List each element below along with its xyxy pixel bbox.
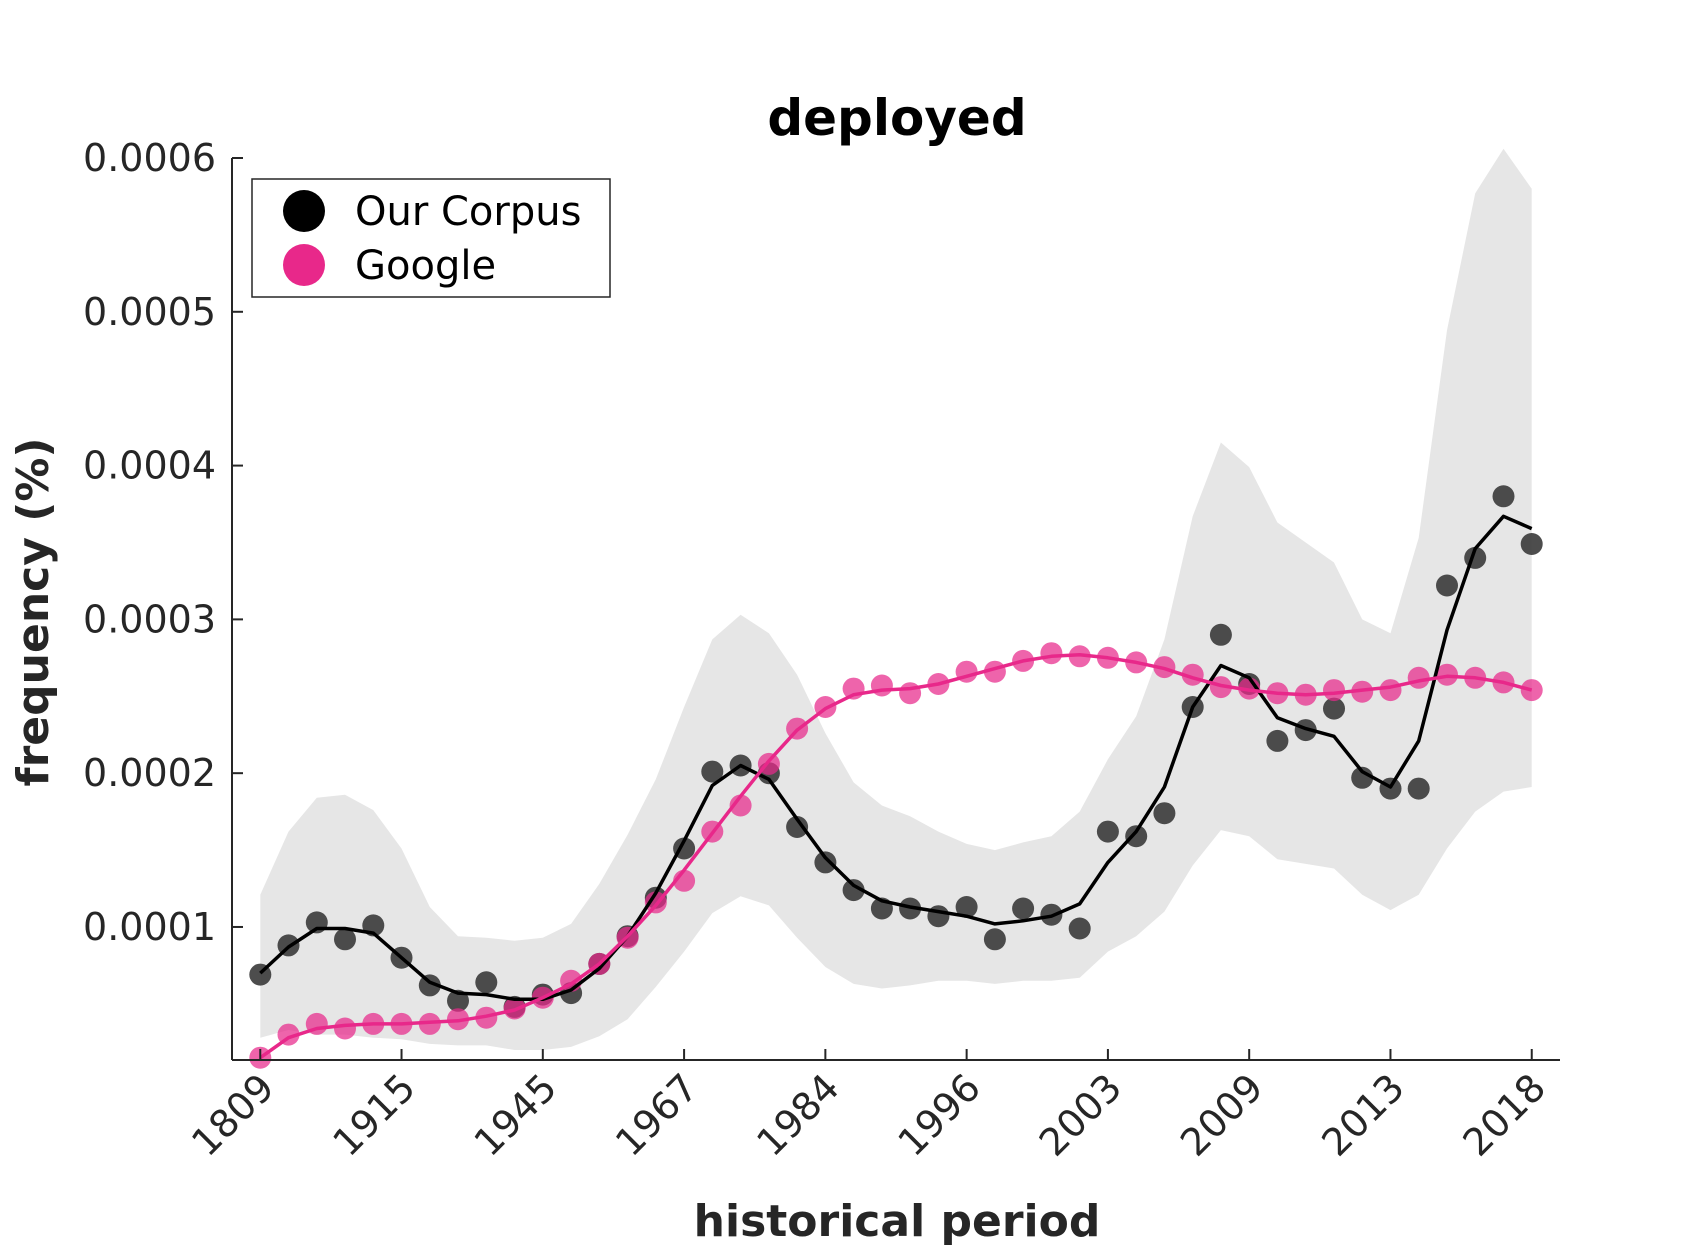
our-corpus-point bbox=[786, 816, 809, 838]
our-corpus-point bbox=[1323, 697, 1345, 720]
google-point bbox=[334, 1017, 356, 1040]
y-tick-label: 0.0004 bbox=[83, 444, 216, 488]
our-corpus-point bbox=[1209, 623, 1232, 646]
y-tick-label: 0.0001 bbox=[83, 905, 216, 949]
google-smooth-line bbox=[259, 653, 1533, 1060]
confidence-band-layer bbox=[260, 148, 1532, 1051]
y-axis-title: frequency (%) bbox=[8, 437, 59, 786]
our-corpus-point bbox=[1012, 897, 1035, 920]
y-tick-label: 0.0002 bbox=[83, 751, 216, 795]
our-corpus-point bbox=[955, 896, 978, 918]
google-point bbox=[899, 682, 922, 705]
our-corpus-point bbox=[334, 928, 356, 951]
our-corpus-point bbox=[814, 851, 837, 874]
x-axis-title: historical period bbox=[694, 1196, 1101, 1246]
our-corpus-point bbox=[1407, 777, 1430, 800]
our-corpus-point bbox=[1492, 485, 1515, 508]
our-corpus-point bbox=[1436, 574, 1458, 597]
our-corpus-point bbox=[701, 760, 724, 783]
our-corpus-point bbox=[1153, 802, 1176, 825]
y-tick-label: 0.0005 bbox=[83, 290, 216, 334]
legend-label-our-corpus: Our Corpus bbox=[355, 189, 581, 235]
google-point bbox=[1040, 642, 1063, 665]
our-corpus-point bbox=[1125, 825, 1148, 848]
our-corpus-point bbox=[418, 974, 441, 997]
legend-marker-our-corpus bbox=[283, 190, 325, 232]
our-corpus-point bbox=[983, 928, 1006, 951]
legend-label-google: Google bbox=[355, 243, 496, 289]
our-corpus-smooth-line bbox=[259, 514, 1533, 1002]
legend: Our Corpus Google bbox=[251, 178, 611, 298]
our-corpus-point bbox=[1520, 533, 1543, 555]
our-corpus-point bbox=[927, 905, 950, 928]
google-point bbox=[1379, 679, 1402, 702]
chart-title: deployed bbox=[767, 89, 1026, 147]
our-corpus-point bbox=[1351, 766, 1374, 789]
our-corpus-point bbox=[842, 879, 865, 902]
google-point bbox=[729, 794, 752, 817]
series-layer bbox=[249, 485, 1543, 1069]
legend-marker-google bbox=[283, 244, 325, 286]
google-point bbox=[870, 674, 893, 697]
our-corpus-point bbox=[447, 989, 469, 1012]
our-corpus-confidence-band bbox=[260, 148, 1532, 1051]
our-corpus-point bbox=[475, 971, 498, 994]
google-point bbox=[1407, 666, 1430, 689]
y-tick-label: 0.0006 bbox=[83, 136, 216, 180]
google-point bbox=[1323, 679, 1345, 702]
our-corpus-point bbox=[1266, 729, 1289, 752]
our-corpus-point bbox=[1068, 917, 1091, 940]
y-tick-label: 0.0003 bbox=[83, 597, 216, 641]
our-corpus-point bbox=[1096, 820, 1119, 843]
